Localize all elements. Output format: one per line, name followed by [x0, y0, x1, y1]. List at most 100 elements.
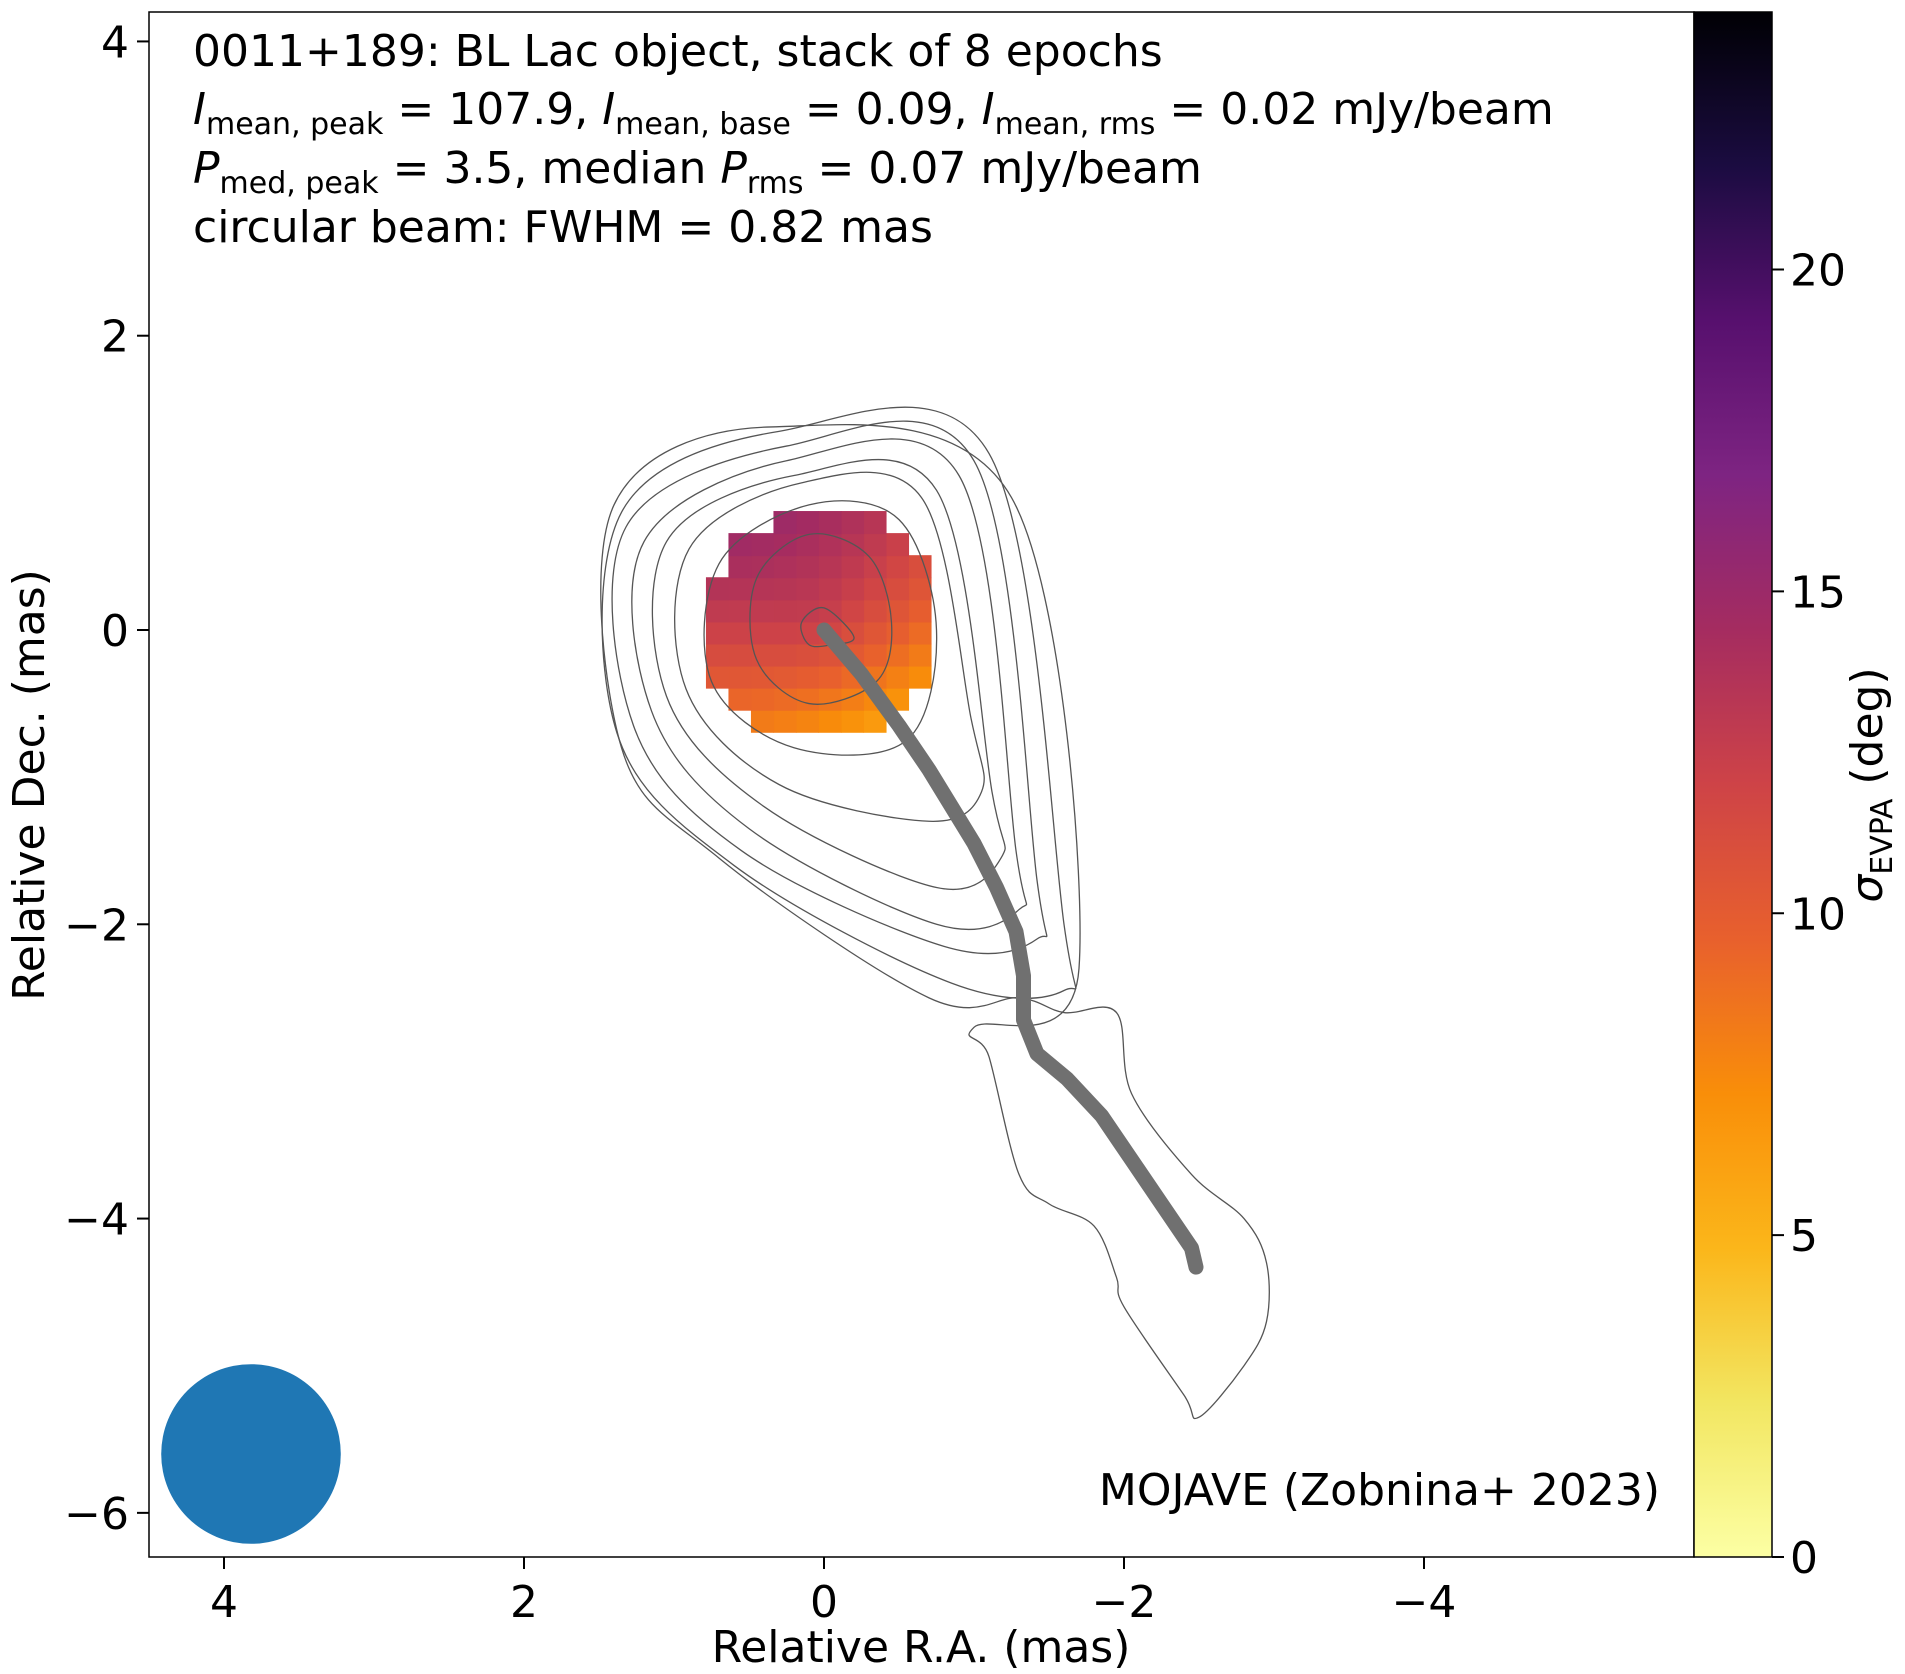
pol-pixel — [818, 709, 842, 733]
intensity-sub-3: mean, rms — [995, 107, 1156, 142]
pol-text-1: = 3.5, median — [379, 143, 721, 194]
pol-pixel — [818, 687, 842, 711]
pol-pixel — [908, 643, 932, 667]
pol-pixel — [885, 533, 910, 557]
intensity-text-2: = 0.09, — [791, 84, 982, 135]
pol-pixel — [750, 687, 775, 711]
contour-level — [631, 438, 1028, 931]
pol-pixel — [863, 577, 887, 601]
x-tick-label: −2 — [1092, 1577, 1157, 1628]
polarization-map — [705, 511, 932, 733]
pol-pixel — [795, 599, 820, 623]
annotation-block: 0011+189: BL Lac object, stack of 8 epoc… — [193, 26, 1554, 253]
pol-pixel — [885, 665, 910, 689]
y-axis: 4 2 0 −2 −4 −6 — [64, 17, 149, 1540]
y-tick-label: −4 — [64, 1195, 129, 1246]
contour-level — [600, 423, 1270, 1420]
pol-pixel — [728, 665, 752, 689]
pol-pixel — [773, 555, 797, 579]
pol-pixel — [728, 577, 752, 601]
intensity-text-3: = 0.02 mJy/beam — [1155, 84, 1553, 135]
pol-pixel — [773, 599, 797, 623]
colorbar-label-unit: (deg) — [1842, 667, 1893, 798]
pol-symbol-2: P — [720, 143, 747, 194]
pol-pixel — [773, 709, 797, 733]
pol-pixel — [795, 555, 820, 579]
colorbar-label-sub: EVPA — [1865, 798, 1900, 875]
jet-ridge-line — [816, 622, 1204, 1275]
pol-pixel — [863, 555, 887, 579]
pol-pixel — [750, 599, 775, 623]
pol-pixel — [795, 709, 820, 733]
pol-pixel — [863, 709, 887, 733]
pol-pixel — [750, 621, 775, 645]
pol-pixel — [908, 599, 932, 623]
colorbar-tick-label: 15 — [1790, 567, 1846, 618]
pol-pixel — [885, 599, 910, 623]
pol-pixel — [728, 687, 752, 711]
pol-pixel — [773, 643, 797, 667]
pol-pixel — [728, 643, 752, 667]
beam-circle — [161, 1364, 341, 1544]
contour-level — [651, 458, 1006, 890]
y-tick-label: 0 — [101, 606, 129, 657]
pol-pixel — [840, 533, 865, 557]
pol-pixel — [750, 665, 775, 689]
y-axis-label: Relative Dec. (mas) — [4, 569, 55, 1001]
pol-pixel — [795, 577, 820, 601]
colorbar-label-symbol: σ — [1842, 874, 1893, 903]
intensity-contours — [600, 406, 1270, 1420]
y-tick-label: −6 — [64, 1489, 129, 1540]
pol-pixel — [728, 621, 752, 645]
pol-pixel — [863, 621, 887, 645]
pol-pixel — [705, 643, 730, 667]
intensity-symbol-3: I — [982, 84, 995, 135]
pol-pixel — [818, 665, 842, 689]
y-tick-label: 2 — [101, 312, 129, 363]
pol-pixel — [705, 577, 730, 601]
pol-pixel — [750, 709, 775, 733]
pol-pixel — [773, 687, 797, 711]
pol-symbol-1: P — [193, 143, 220, 194]
pol-pixel — [885, 643, 910, 667]
colorbar-tick-label: 5 — [1790, 1211, 1818, 1262]
pol-sub-2: rms — [747, 166, 804, 201]
contour-level — [611, 420, 1048, 955]
pol-pixel — [818, 555, 842, 579]
pol-pixel — [795, 665, 820, 689]
pol-pixel — [863, 599, 887, 623]
pol-sub-1: med, peak — [220, 166, 380, 201]
pol-pixel — [705, 621, 730, 645]
pol-pixel — [908, 555, 932, 579]
pol-pixel — [750, 533, 775, 557]
pol-pixel — [795, 687, 820, 711]
beam-ellipse — [161, 1364, 341, 1544]
pol-pixel — [818, 533, 842, 557]
pol-pixel — [795, 533, 820, 557]
colorbar-tick-label: 0 — [1790, 1533, 1818, 1584]
pol-pixel — [728, 599, 752, 623]
pol-pixel — [773, 577, 797, 601]
pol-pixel — [795, 643, 820, 667]
colorbar-tick-label: 10 — [1790, 889, 1846, 940]
x-axis: 4 2 0 −2 −4 — [210, 1557, 1456, 1628]
y-tick-label: 4 — [101, 17, 129, 68]
pol-pixel — [863, 643, 887, 667]
x-tick-label: 4 — [210, 1577, 238, 1628]
pol-pixel — [840, 599, 865, 623]
pol-pixel — [773, 665, 797, 689]
pol-pixel — [728, 533, 752, 557]
colorbar-label: σEVPA (deg) — [1842, 667, 1900, 902]
pol-pixel — [795, 621, 820, 645]
pol-pixel — [863, 511, 887, 535]
colorbar-bar — [1693, 11, 1773, 1558]
ridge-polyline — [816, 622, 1204, 1275]
pol-pixel — [705, 599, 730, 623]
intensity-sub-2: mean, base — [615, 107, 791, 142]
x-axis-label: Relative R.A. (mas) — [712, 1622, 1131, 1673]
pol-pixel — [885, 621, 910, 645]
pol-pixel — [840, 511, 865, 535]
pol-pixel — [885, 555, 910, 579]
pol-pixel — [773, 621, 797, 645]
